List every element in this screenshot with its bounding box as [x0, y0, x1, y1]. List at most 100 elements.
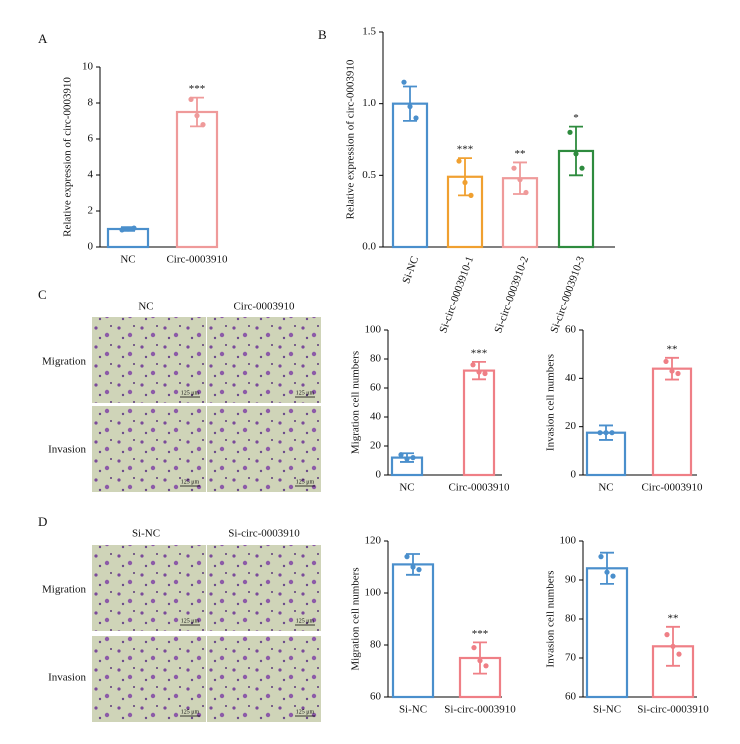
- y-tick-label: 6: [88, 133, 94, 145]
- data-point: [670, 643, 676, 649]
- micrograph: [207, 545, 321, 631]
- data-point: [188, 96, 194, 102]
- data-point: [610, 573, 616, 579]
- bar: [391, 563, 435, 699]
- y-tick-label: 90: [565, 574, 577, 586]
- significance: **: [667, 343, 678, 355]
- x-tick-label: Si-NC: [593, 704, 621, 716]
- y-tick-label: 0: [571, 469, 577, 481]
- y-tick-label: 100: [560, 535, 577, 547]
- column-label: Circ-0003910: [233, 301, 295, 313]
- column-label: Si-NC: [132, 528, 160, 540]
- x-tick-label: Si-circ-0003910-1: [437, 255, 476, 335]
- x-tick-label: Si-circ-0003910: [444, 704, 516, 716]
- x-tick-label: Circ-0003910: [166, 254, 228, 266]
- data-point: [664, 632, 670, 638]
- scale-label: 125 μm: [181, 618, 200, 624]
- data-point: [567, 129, 573, 135]
- y-tick-label: 0.0: [362, 241, 376, 253]
- data-point: [511, 165, 517, 171]
- significance: *: [573, 112, 579, 124]
- significance: ***: [457, 144, 474, 156]
- y-tick-label: 8: [88, 97, 94, 109]
- data-point: [609, 430, 615, 436]
- bar: [651, 367, 693, 477]
- data-point: [194, 113, 200, 119]
- column-label: Si-circ-0003910: [228, 528, 300, 540]
- data-point: [404, 554, 410, 560]
- bar: [585, 567, 629, 699]
- micrograph: [207, 317, 321, 403]
- row-label: Invasion: [48, 672, 86, 684]
- data-point: [125, 226, 131, 232]
- data-point: [416, 567, 422, 573]
- data-point: [675, 370, 681, 377]
- data-point: [603, 430, 609, 436]
- y-axis-label: Relative expression of circ-0003910: [62, 77, 74, 237]
- micrograph: [92, 317, 206, 403]
- scale-label: 125 μm: [181, 709, 200, 715]
- y-tick-label: 70: [565, 652, 577, 664]
- data-point: [401, 79, 407, 85]
- data-point: [470, 362, 476, 368]
- x-tick-label: NC: [120, 254, 135, 266]
- data-point: [468, 192, 474, 198]
- x-tick-label: Si-NC: [400, 255, 421, 286]
- micrograph: [207, 406, 321, 492]
- scale-label: 125 μm: [296, 709, 315, 715]
- micrograph: [92, 636, 206, 722]
- data-point: [462, 179, 468, 186]
- y-tick-label: 60: [565, 324, 577, 336]
- y-axis-label: Invasion cell numbers: [545, 354, 557, 451]
- data-point: [579, 165, 585, 171]
- x-tick-label: NC: [598, 482, 613, 494]
- panel-label: A: [38, 31, 48, 46]
- x-tick-label: NC: [399, 482, 414, 494]
- data-point: [598, 554, 604, 560]
- y-tick-label: 80: [565, 613, 577, 625]
- y-tick-label: 4: [88, 169, 94, 181]
- y-tick-label: 120: [365, 535, 382, 547]
- row-label: Migration: [42, 584, 86, 596]
- data-point: [669, 368, 675, 374]
- y-tick-label: 2: [88, 205, 94, 217]
- y-tick-label: 1.5: [362, 26, 376, 38]
- significance: ***: [189, 83, 206, 95]
- y-tick-label: 100: [365, 324, 382, 336]
- error-bar: [403, 85, 417, 122]
- x-tick-label: Si-circ-0003910-2: [492, 255, 531, 335]
- panel-label: C: [38, 287, 47, 302]
- y-tick-label: 20: [370, 440, 382, 452]
- y-tick-label: 40: [565, 372, 577, 384]
- data-point: [663, 358, 669, 365]
- y-tick-label: 10: [82, 61, 94, 73]
- x-tick-label: Si-NC: [399, 704, 427, 716]
- data-point: [676, 651, 682, 657]
- y-tick-label: 60: [370, 382, 382, 394]
- error-bar: [569, 125, 583, 177]
- y-tick-label: 80: [370, 639, 382, 651]
- data-point: [407, 103, 413, 110]
- y-axis-label: Relative expression of circ-0003910: [345, 59, 357, 219]
- x-tick-label: Circ-0003910: [641, 482, 703, 494]
- bar: [391, 102, 429, 249]
- data-point: [413, 115, 419, 121]
- y-tick-label: 1.0: [362, 97, 376, 109]
- data-point: [476, 369, 482, 375]
- y-tick-label: 0: [88, 241, 94, 253]
- data-point: [483, 663, 489, 669]
- panel-label: D: [38, 514, 47, 529]
- scale-label: 125 μm: [296, 479, 315, 485]
- bar: [175, 110, 219, 249]
- panel-label: B: [318, 27, 327, 42]
- data-point: [482, 370, 488, 377]
- row-label: Invasion: [48, 444, 86, 456]
- scale-label: 125 μm: [181, 390, 200, 396]
- x-tick-label: Circ-0003910: [448, 482, 510, 494]
- y-tick-label: 100: [365, 587, 382, 599]
- data-point: [597, 430, 603, 436]
- data-point: [131, 225, 137, 231]
- micrograph: [207, 636, 321, 722]
